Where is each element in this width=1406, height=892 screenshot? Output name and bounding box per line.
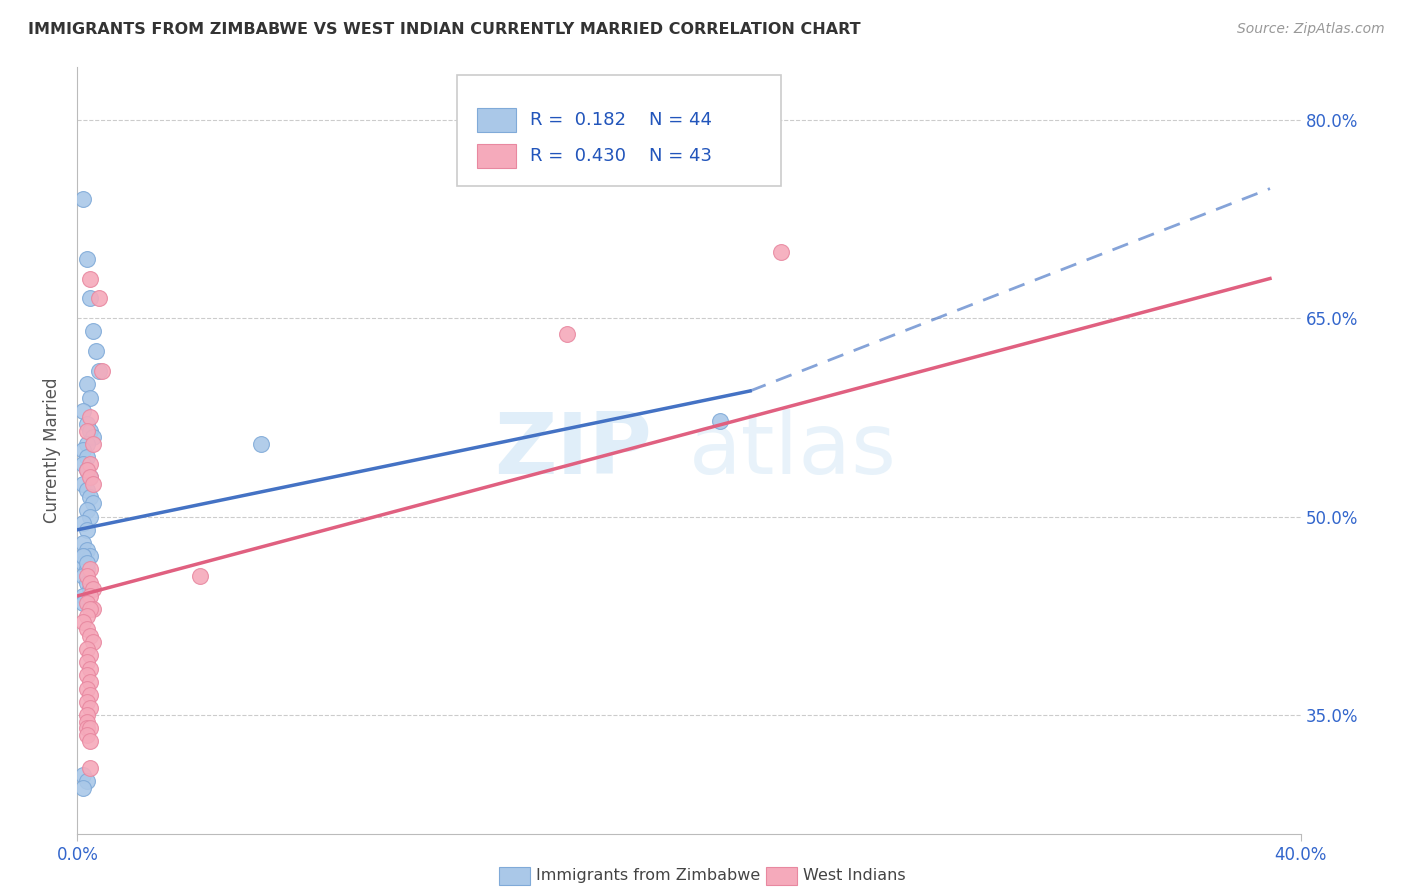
Point (79, 582, 101, 597)
Point (79, 674, 101, 689)
Point (87, 291, 110, 305)
Text: atlas: atlas (689, 409, 897, 492)
Point (72, 596, 94, 610)
Point (76, 728, 98, 742)
Point (76, 450, 98, 464)
Point (76, 417, 98, 431)
Point (76, 569, 98, 583)
Point (82, 582, 104, 597)
Point (79, 410, 101, 425)
Point (76, 252, 98, 266)
Point (79, 734, 101, 748)
Point (79, 490, 101, 504)
Point (90, 364, 112, 378)
Point (72, 476, 94, 491)
Point (79, 602, 101, 616)
Point (76, 596, 98, 610)
Text: Immigrants from Zimbabwe: Immigrants from Zimbabwe (536, 869, 759, 883)
Point (76, 641, 98, 656)
Point (72, 569, 94, 583)
Text: Source: ZipAtlas.com: Source: ZipAtlas.com (1237, 22, 1385, 37)
Point (76, 523, 98, 537)
Point (82, 437, 104, 451)
Point (79, 509, 101, 524)
Point (79, 470, 101, 484)
Point (79, 688, 101, 702)
Point (79, 271, 101, 285)
Point (76, 424, 98, 438)
Y-axis label: Currently Married: Currently Married (44, 377, 62, 524)
Bar (477, 108, 516, 132)
Point (76, 542, 98, 557)
Text: ZIP: ZIP (495, 409, 652, 492)
Point (82, 496, 104, 510)
Point (79, 562, 101, 576)
Point (79, 629, 101, 643)
Point (76, 377, 98, 392)
Point (76, 503, 98, 517)
Point (72, 780, 94, 795)
Point (72, 589, 94, 603)
Point (76, 463, 98, 477)
Point (79, 721, 101, 735)
Point (79, 761, 101, 775)
Point (72, 549, 94, 564)
Text: West Indians: West Indians (803, 869, 905, 883)
Point (76, 483, 98, 497)
Point (79, 589, 101, 603)
Point (72, 549, 94, 564)
Point (82, 635, 104, 649)
Point (79, 470, 101, 484)
Point (72, 404, 94, 418)
Point (76, 774, 98, 789)
Point (82, 325, 104, 339)
Point (82, 602, 104, 616)
Point (709, 414, 731, 428)
Point (72, 516, 94, 531)
Point (72, 457, 94, 471)
Point (79, 662, 101, 676)
Point (79, 457, 101, 471)
Point (79, 424, 101, 438)
Point (72, 192, 94, 206)
Point (72, 615, 94, 630)
Point (79, 701, 101, 715)
Point (72, 556, 94, 570)
FancyBboxPatch shape (457, 75, 780, 186)
Point (72, 536, 94, 550)
Point (79, 549, 101, 564)
Point (76, 463, 98, 477)
Point (72, 767, 94, 781)
Point (250, 437, 273, 451)
Point (76, 695, 98, 709)
Point (82, 476, 104, 491)
Point (76, 721, 98, 735)
Point (76, 562, 98, 576)
Point (72, 443, 94, 458)
Point (79, 648, 101, 663)
Point (79, 575, 101, 590)
Text: R =  0.430    N = 43: R = 0.430 N = 43 (530, 147, 711, 165)
Point (76, 608, 98, 623)
Point (79, 291, 101, 305)
Point (76, 668, 98, 682)
Point (87, 364, 110, 378)
Text: IMMIGRANTS FROM ZIMBABWE VS WEST INDIAN CURRENTLY MARRIED CORRELATION CHART: IMMIGRANTS FROM ZIMBABWE VS WEST INDIAN … (28, 22, 860, 37)
Point (82, 430, 104, 444)
Point (76, 575, 98, 590)
Point (76, 622, 98, 636)
Point (188, 569, 211, 583)
Text: R =  0.182    N = 44: R = 0.182 N = 44 (530, 111, 711, 128)
Point (84, 344, 107, 359)
Point (76, 681, 98, 696)
Point (76, 714, 98, 729)
Point (76, 556, 98, 570)
Point (555, 327, 578, 342)
Point (76, 708, 98, 723)
Point (76, 437, 98, 451)
Point (79, 391, 101, 405)
Point (769, 245, 792, 260)
Bar (477, 144, 516, 169)
Point (76, 655, 98, 669)
